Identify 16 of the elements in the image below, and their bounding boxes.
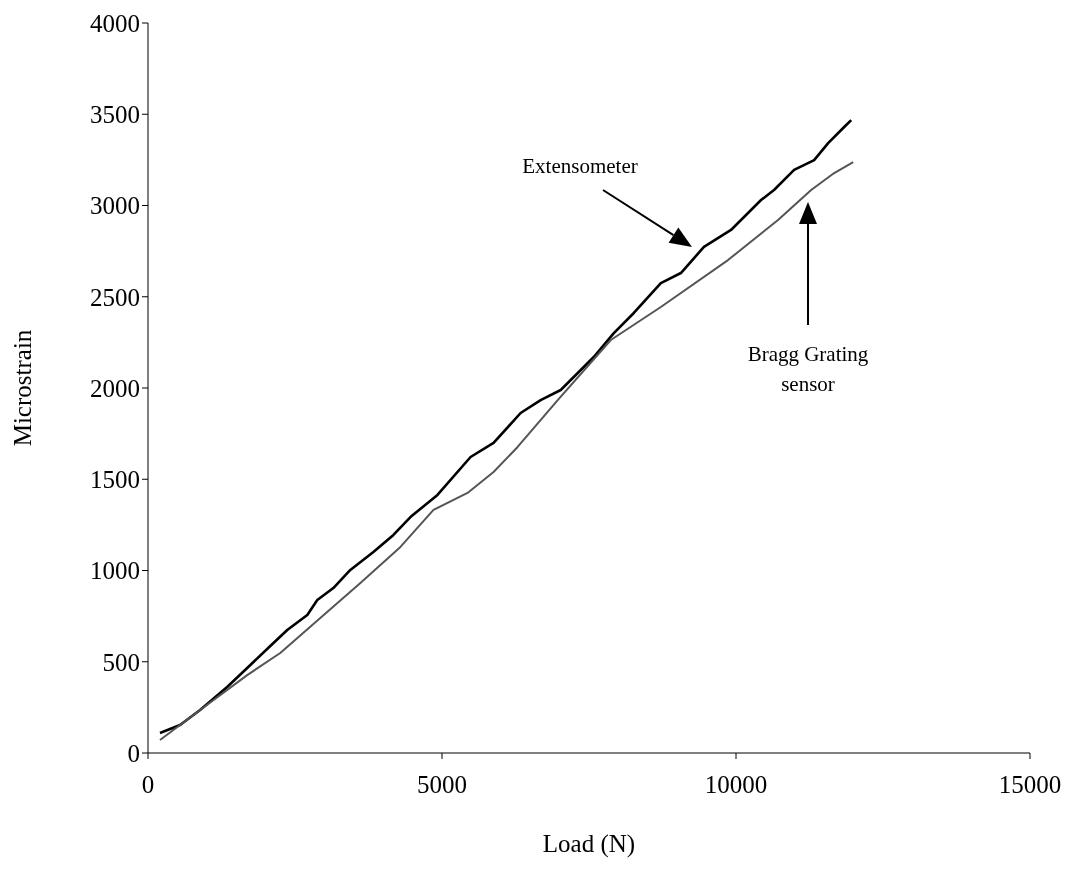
x-tick-label: 10000	[704, 770, 768, 798]
annotation: Extensometer	[521, 153, 639, 180]
y-tick-label: 3000	[90, 192, 140, 220]
y-tick-label: 3500	[90, 101, 140, 129]
x-tick-label: 5000	[417, 770, 467, 798]
x-axis-title: Load (N)	[542, 830, 636, 858]
y-axis-title: Microstrain	[8, 329, 36, 447]
y-tick-label: 500	[102, 648, 140, 676]
x-tick-label: 15000	[998, 770, 1062, 798]
y-tick-label: 0	[127, 739, 140, 767]
y-tick-label: 4000	[90, 9, 140, 37]
annotation: Bragg Grating sensor	[746, 341, 870, 398]
y-tick-label: 2500	[90, 283, 140, 311]
y-tick-label: 2000	[90, 374, 140, 402]
y-tick-label: 1500	[90, 466, 140, 494]
y-tick-label: 1000	[90, 557, 140, 585]
